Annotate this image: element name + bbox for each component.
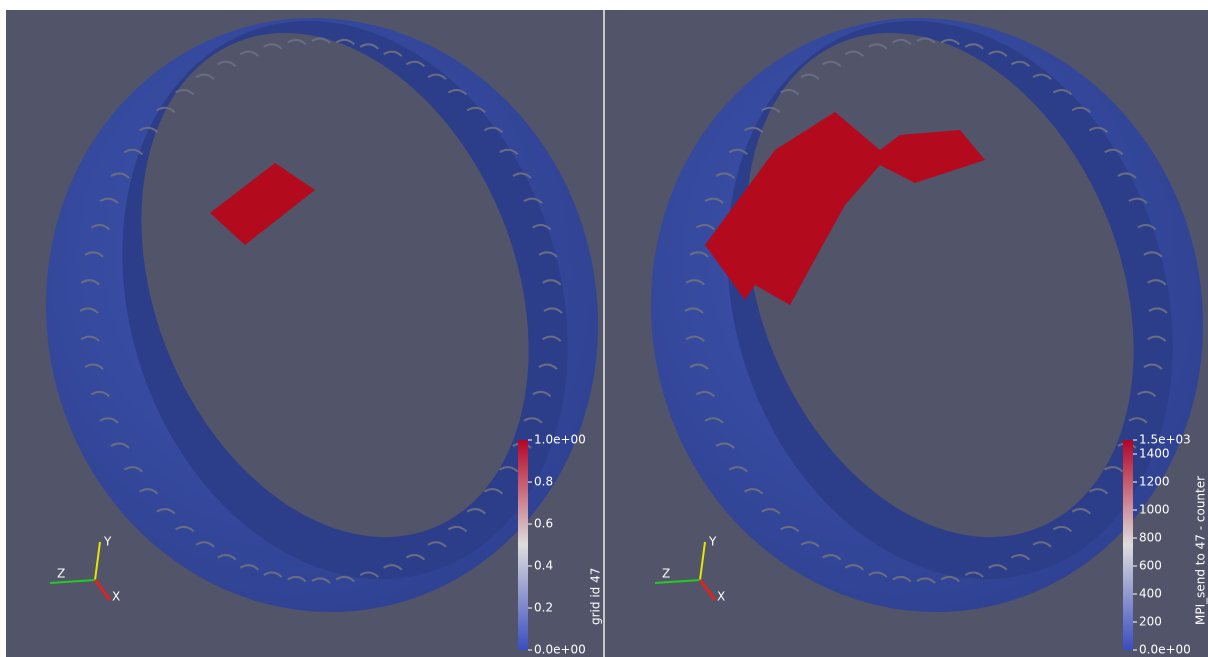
- color-bar-label: 1000: [1139, 503, 1170, 517]
- color-bar-label: 200: [1139, 615, 1162, 629]
- color-bar-label: 0.8: [534, 475, 553, 489]
- axis-x-label: X: [112, 590, 120, 604]
- axis-y-label: Y: [708, 535, 717, 549]
- color-bar-title: MPI_send to 47 - counter: [1194, 476, 1208, 625]
- color-bar-label: 0.0e+00: [534, 643, 586, 657]
- color-bar-label: 600: [1139, 559, 1162, 573]
- axis-x-label: X: [717, 590, 725, 604]
- color-bar-label: 1.5e+03: [1139, 433, 1191, 447]
- color-bar-label: 400: [1139, 587, 1162, 601]
- axis-y-label: Y: [103, 535, 112, 549]
- color-bar-label: 0.0e+00: [1139, 643, 1191, 657]
- axis-z-label: Z: [57, 567, 65, 581]
- color-bar-label: 0.2: [534, 601, 553, 615]
- color-bar: [1123, 440, 1133, 650]
- color-bar: [518, 440, 528, 650]
- color-bar-label: 0.4: [534, 559, 553, 573]
- color-bar-title: grid id 47: [589, 568, 603, 625]
- color-bar-label: 1.0e+00: [534, 433, 586, 447]
- axis-z-label: Z: [662, 567, 670, 581]
- color-bar-label: 1400: [1139, 447, 1170, 461]
- paraview-layout: 1.0e+00 0.8 0.6 0.4 0.2 0.0e+00 grid id 47 Y Z X 1…: [0, 0, 1208, 657]
- color-bar-label: 1200: [1139, 475, 1170, 489]
- page: {"views": [ {"colorbar": {"title": "grid…: [0, 0, 1208, 657]
- color-bar-label: 800: [1139, 531, 1162, 545]
- color-bar-label: 0.6: [534, 517, 553, 531]
